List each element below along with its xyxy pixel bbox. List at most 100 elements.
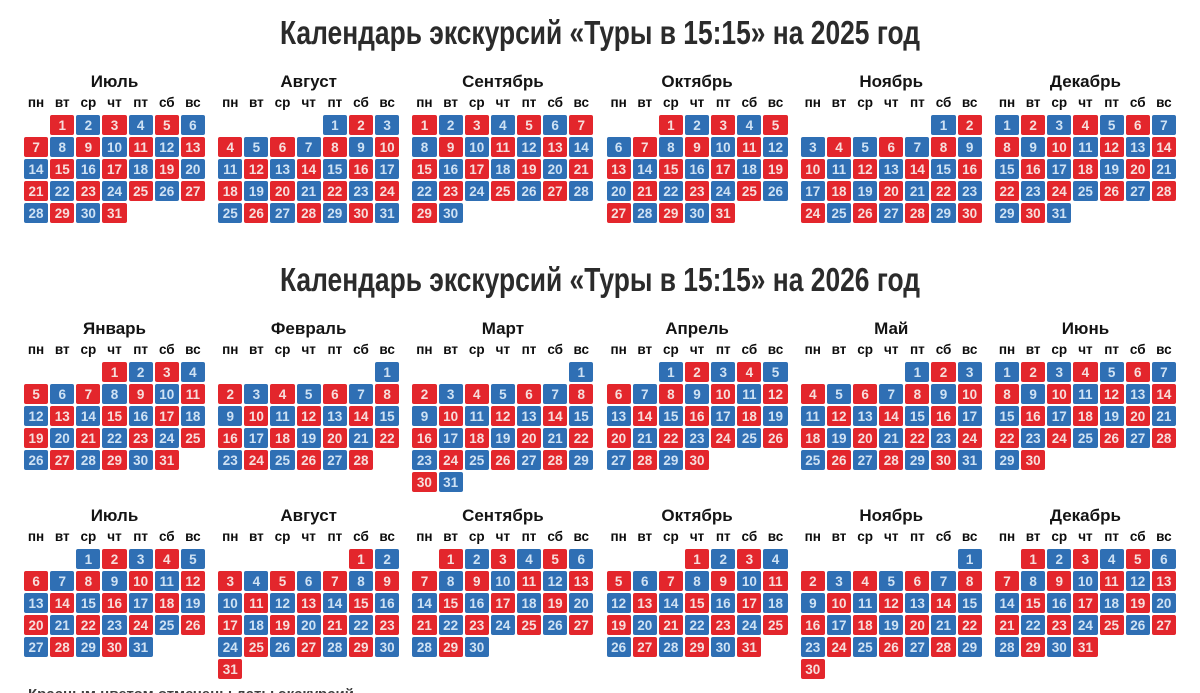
day-cell: 2 [464, 549, 489, 569]
day-cell: 24 [490, 615, 515, 635]
day-cell: 28 [348, 450, 374, 470]
day-cell: 28 [322, 637, 347, 657]
day-cell: 8 [322, 137, 347, 157]
day-cell: 24 [102, 181, 127, 201]
weekday-label: вс [961, 342, 978, 357]
weekday-header: пн вт ср чт пт сб вс [607, 342, 788, 357]
day-cell: 10 [244, 406, 269, 426]
day-cell: 14 [412, 593, 437, 613]
day-cell: 30 [800, 659, 825, 679]
month-title: Март [481, 319, 525, 338]
day-cell: 24 [737, 615, 762, 635]
day-cell: 11 [154, 571, 179, 591]
day-cell: 21 [632, 181, 657, 201]
day-cell: 28 [543, 450, 568, 470]
day-cell: 1 [957, 549, 982, 569]
day-cell: 19 [244, 181, 269, 201]
day-cell: 14 [348, 406, 374, 426]
weekday-header: пн вт ср чт пт сб вс [24, 95, 205, 110]
day-cell: 23 [1047, 615, 1072, 635]
day-cell: 3 [1073, 549, 1098, 569]
day-cell: 24 [438, 450, 463, 470]
day-cell: 18 [800, 428, 825, 448]
day-cell: 9 [1047, 571, 1072, 591]
weekday-header: пн вт ср чт пт сб вс [412, 529, 593, 544]
day-cell: 19 [826, 428, 852, 448]
month-title: Ноябрь [859, 72, 924, 91]
month-block: Ноябрь пн вт ср чт пт сб вс 1 2 3 4 5 6 7 8 9 10 11 12 13 14 1… [800, 506, 982, 679]
weekday-label: сб [741, 529, 758, 544]
day-cell: 14 [632, 406, 657, 426]
day-cell: 4 [737, 115, 762, 135]
weekday-label: пн [27, 529, 45, 544]
day-cell: 20 [180, 159, 205, 179]
weekday-header: пн вт ср чт пт сб вс [218, 342, 399, 357]
weekday-label: пт [715, 342, 731, 357]
day-cell: 9 [412, 406, 437, 426]
weekday-label: ср [80, 95, 97, 110]
day-cell: 3 [375, 115, 400, 135]
day-cell: 10 [711, 384, 736, 404]
day-cell: 8 [50, 137, 75, 157]
day-cell: 10 [826, 593, 852, 613]
weekday-label: сб [158, 95, 175, 110]
day-cell: 20 [270, 181, 295, 201]
day-cell: 30 [412, 472, 437, 492]
day-cell: 26 [516, 181, 542, 201]
day-cell: 17 [800, 181, 825, 201]
month-title: Ноябрь [859, 506, 924, 525]
day-cell: 31 [1047, 203, 1072, 223]
weekday-label: чт [1078, 342, 1093, 357]
day-cell: 13 [50, 406, 75, 426]
weekday-label: вс [573, 95, 590, 110]
day-cell: 19 [763, 159, 788, 179]
day-cell: 29 [438, 637, 463, 657]
day-cell: 26 [763, 428, 788, 448]
weekday-label: сб [741, 95, 758, 110]
day-cell: 15 [1021, 593, 1046, 613]
day-cell: 24 [375, 181, 400, 201]
day-cell: 20 [296, 615, 321, 635]
weekday-label: пт [1104, 342, 1119, 357]
day-cell: 30 [957, 203, 982, 223]
day-cell: 7 [322, 571, 347, 591]
weekday-label: пн [222, 529, 239, 544]
day-cell: 4 [516, 549, 542, 569]
day-cell: 24 [957, 428, 982, 448]
day-cell: 2 [102, 549, 127, 569]
day-cell: 30 [128, 450, 153, 470]
day-cell: 31 [154, 450, 179, 470]
days-grid: 1 2 3 4 5 6 7 8 9 10 11 12 13 14 15 16 17 18 19 20 21 22 23 24 2… [412, 115, 594, 223]
day-cell: 9 [684, 137, 710, 157]
day-cell: 4 [800, 384, 825, 404]
day-cell: 16 [76, 159, 101, 179]
days-grid: 1 2 3 4 5 6 7 8 9 10 11 12 13 14 15 16 17 18 19 20 21 22 23 24 2… [606, 115, 788, 223]
day-cell: 22 [994, 181, 1020, 201]
day-cell: 17 [1047, 159, 1072, 179]
day-cell: 11 [737, 137, 762, 157]
day-cell: 27 [569, 615, 594, 635]
weekday-label: пн [804, 95, 821, 110]
day-cell: 25 [464, 450, 489, 470]
day-cell: 30 [375, 637, 400, 657]
month-title: Август [280, 72, 337, 91]
day-cell: 31 [1073, 637, 1098, 657]
day-cell: 21 [543, 428, 568, 448]
day-cell: 28 [994, 637, 1020, 657]
weekday-label: пн [998, 529, 1016, 544]
weekday-label: чт [301, 529, 316, 544]
month-title: Август [280, 506, 337, 525]
day-cell: 19 [180, 593, 205, 613]
weekday-label: вс [1156, 342, 1172, 357]
day-cell: 18 [853, 615, 878, 635]
day-cell: 25 [826, 203, 852, 223]
day-cell: 23 [800, 637, 825, 657]
day-cell: 23 [438, 181, 463, 201]
day-cell: 19 [154, 159, 179, 179]
day-cell: 5 [244, 137, 269, 157]
day-cell: 26 [879, 637, 904, 657]
months-row-2025: Июль пн вт ср чт пт сб вс 1 2 3 4 5 6 7 8 9 10 11 12 13 14 15 1… [24, 72, 1176, 223]
weekday-label: вс [379, 529, 395, 544]
day-cell: 28 [931, 637, 956, 657]
day-cell: 17 [490, 593, 515, 613]
